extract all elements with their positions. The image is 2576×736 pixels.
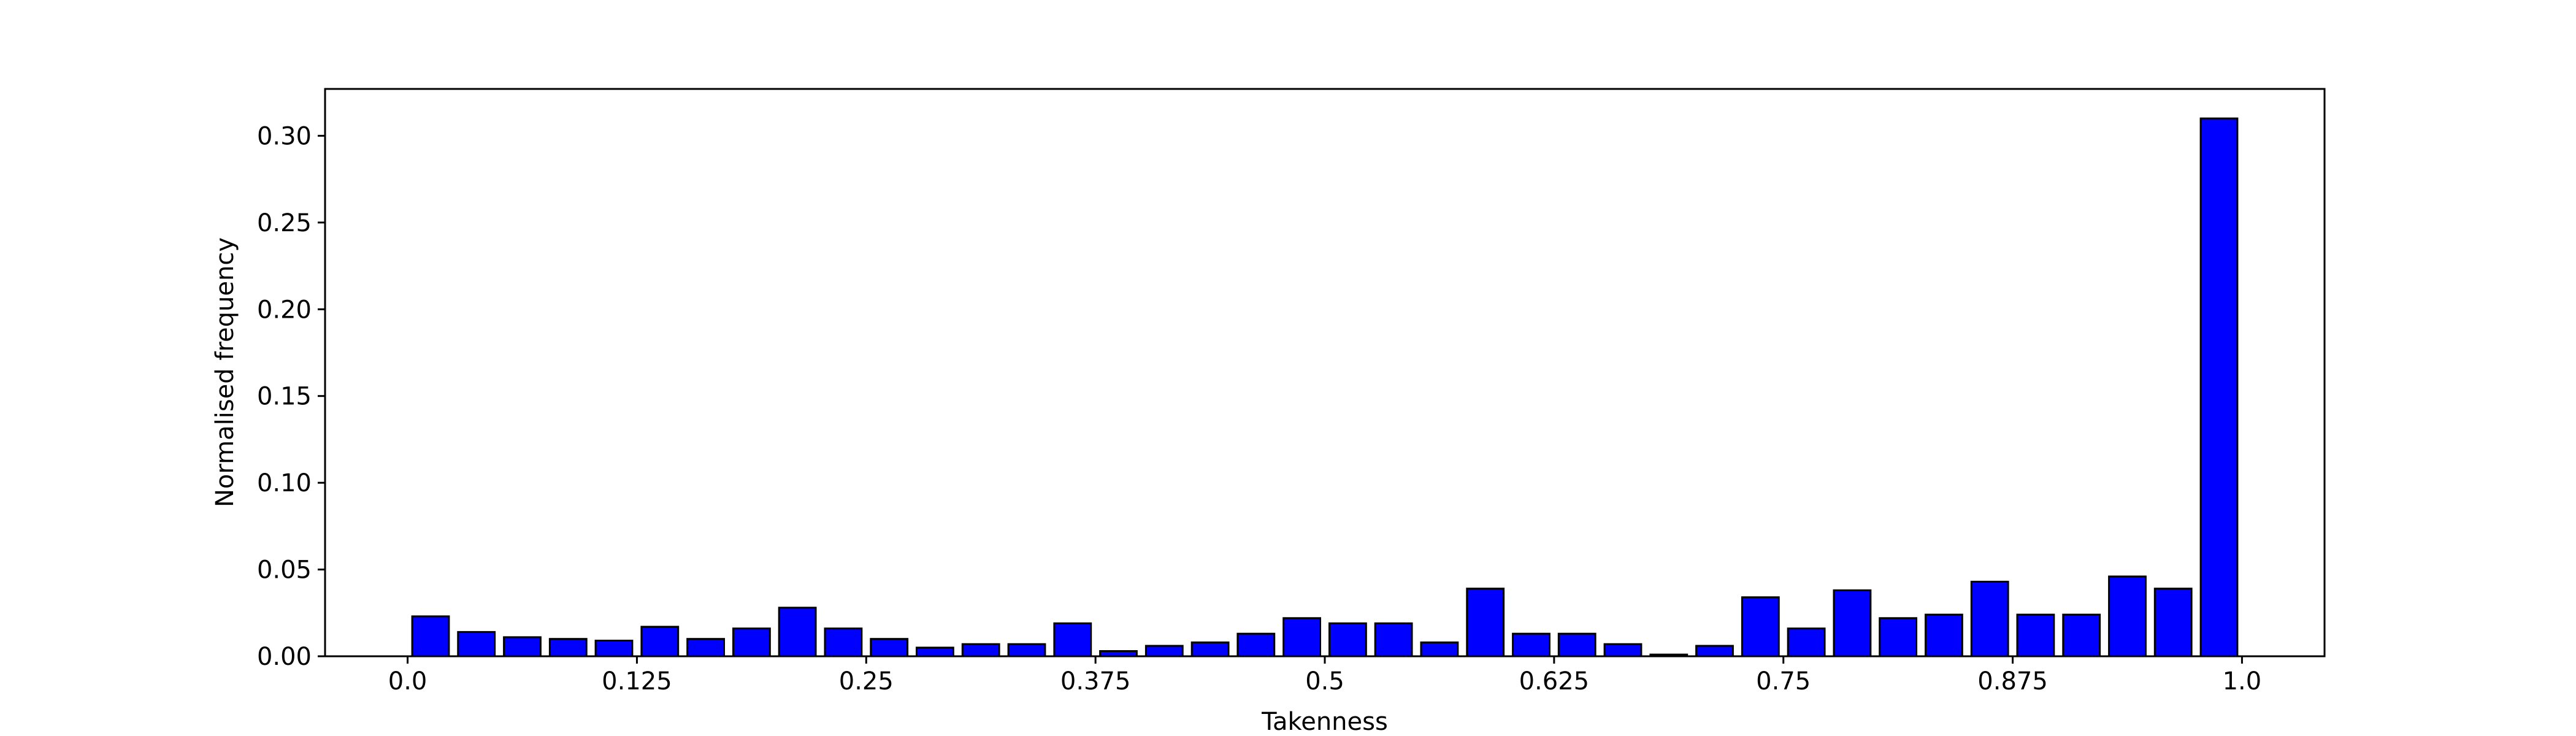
x-axis-label: Takenness: [1261, 708, 1388, 736]
bar: [1741, 596, 1780, 657]
bar: [916, 646, 954, 657]
bar: [1053, 622, 1092, 657]
bar: [1512, 632, 1551, 657]
y-tick-label: 0.00: [257, 643, 312, 671]
bar: [686, 638, 725, 657]
x-tick-label: 0.375: [1060, 667, 1131, 696]
bar: [411, 615, 450, 657]
bar: [824, 627, 863, 657]
x-tick-label: 0.125: [602, 667, 672, 696]
bar: [1282, 617, 1321, 657]
plot-background: [325, 89, 2325, 656]
bar: [1144, 645, 1184, 657]
bar: [1603, 643, 1643, 657]
bar: [1833, 589, 1872, 657]
y-axis-ticks: 0.00 0.05 0.10 0.15 0.20 0.25 0.30: [257, 122, 325, 671]
bar: [594, 640, 634, 657]
bar: [2062, 613, 2101, 657]
plot-frame: [324, 88, 2326, 657]
y-tick-label: 0.10: [257, 469, 312, 497]
bar: [1695, 645, 1734, 657]
x-axis-ticks: 0.0 0.125 0.25 0.375 0.5 0.625 0.75 0.875 1.0: [388, 656, 2261, 696]
x-tick-label: 0.875: [1977, 667, 2048, 696]
x-tick-label: 0.0: [388, 667, 427, 696]
x-tick-label: 0.25: [839, 667, 894, 696]
bar: [1970, 580, 2009, 657]
bar: [778, 607, 817, 657]
bar: [732, 627, 771, 657]
x-tick-label: 0.5: [1305, 667, 1344, 696]
bar: [1557, 632, 1597, 657]
bar: [1466, 588, 1505, 657]
bar: [1236, 632, 1276, 657]
bar: [2016, 613, 2055, 657]
bar: [1190, 641, 1230, 657]
bar: [2153, 588, 2193, 657]
bar: [1879, 617, 1917, 657]
bar: [1007, 643, 1046, 657]
y-axis-label: Normalised frequency: [211, 237, 239, 507]
bar: [503, 636, 542, 657]
bar: [961, 643, 1000, 657]
bar: [1328, 622, 1367, 657]
bar: [640, 626, 680, 657]
bar: [548, 638, 588, 657]
bar: [870, 638, 909, 657]
bar: [1374, 622, 1413, 657]
x-tick-label: 1.0: [2223, 667, 2262, 696]
y-tick-label: 0.30: [257, 122, 312, 150]
bar: [2199, 117, 2239, 657]
y-tick-label: 0.05: [257, 556, 312, 585]
bar: [1787, 627, 1826, 657]
y-tick-label: 0.25: [257, 209, 312, 237]
y-tick-label: 0.15: [257, 383, 312, 411]
y-tick-label: 0.20: [257, 296, 312, 324]
bar: [2108, 575, 2147, 657]
bar: [1925, 613, 1963, 657]
x-tick-label: 0.75: [1756, 667, 1811, 696]
bar: [1420, 641, 1459, 657]
x-tick-label: 0.625: [1519, 667, 1590, 696]
bar: [457, 631, 496, 657]
